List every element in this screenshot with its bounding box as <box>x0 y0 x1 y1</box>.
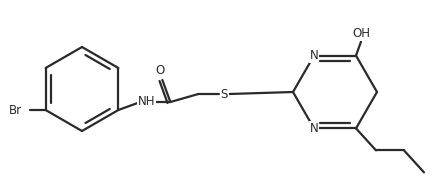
Text: N: N <box>310 49 319 62</box>
Text: OH: OH <box>352 27 370 40</box>
Text: NH: NH <box>138 95 155 107</box>
Text: S: S <box>221 88 228 100</box>
Text: N: N <box>310 122 319 135</box>
Text: O: O <box>156 63 165 77</box>
Text: Br: Br <box>8 103 21 116</box>
